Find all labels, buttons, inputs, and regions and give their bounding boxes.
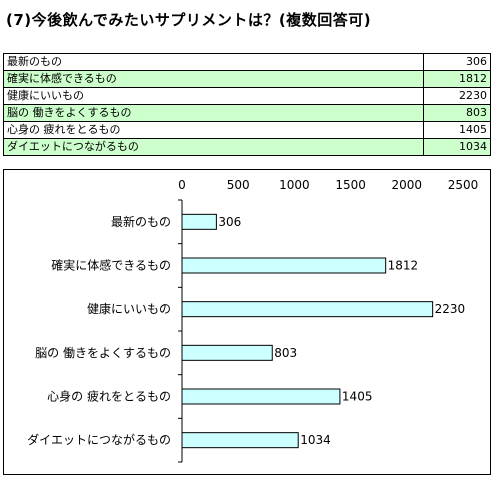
x-tick-label: 500 [227,178,250,192]
data-label: 1405 [342,390,373,404]
table-cell-value: 306 [423,53,491,71]
table-cell-label: 最新のもの [3,53,424,71]
table-row: 健康にいいもの 2230 [3,87,491,105]
table-cell-label: ダイエットにつながるもの [3,138,424,156]
table-cell-label: 脳の 働きをよくするもの [3,104,424,122]
data-table: 最新のもの 306 確実に体感できるもの 1812 健康にいいもの 2230 脳… [3,53,491,156]
table-cell-value: 2230 [423,87,491,105]
bar [181,432,299,449]
table-cell-value: 1812 [423,70,491,88]
category-label: 最新のもの [111,214,171,229]
table-row: ダイエットにつながるもの 1034 [3,138,491,156]
bar [181,301,434,318]
data-label: 803 [274,346,297,360]
x-tick-label: 1500 [335,178,366,192]
page-title: (7)今後飲んでみたいサプリメントは？(複数回答可) [6,11,372,29]
table-row: 脳の 働きをよくするもの 803 [3,104,491,122]
table-row: 最新のもの 306 [3,53,491,71]
bar [181,344,273,361]
category-label: 脳の 働きをよくするもの [35,346,171,360]
bar [181,213,217,230]
table-cell-value: 1034 [423,138,491,156]
table-cell-label: 確実に体感できるもの [3,70,424,88]
bar [181,257,387,274]
category-label: 心身の 疲れをとるもの [47,389,171,404]
data-label: 1034 [300,433,331,447]
table-cell-value: 803 [423,104,491,122]
category-label: ダイエットにつながるもの [27,432,171,447]
x-tick-label: 2000 [392,178,423,192]
category-label: 確実に体感できるもの [51,258,171,273]
bar-chart: 0 500 1000 1500 2000 2500 最新のもの 306 確実に体感できるもの 18… [27,178,479,463]
x-tick-label: 0 [178,178,186,192]
x-tick-label: 1000 [279,178,310,192]
data-label: 306 [218,215,241,229]
table-cell-label: 心身の 疲れをとるもの [3,121,424,139]
table-row: 心身の 疲れをとるもの 1405 [3,121,491,139]
table-row: 確実に体感できるもの 1812 [3,70,491,88]
table-cell-value: 1405 [423,121,491,139]
category-label: 健康にいいもの [87,301,171,316]
x-tick-label: 2500 [448,178,479,192]
chart-container: 0 500 1000 1500 2000 2500 最新のもの 306 確実に体感できるもの 18… [3,169,491,475]
table-cell-label: 健康にいいもの [3,87,424,105]
bar [181,388,341,405]
data-label: 2230 [435,302,466,316]
data-label: 1812 [388,259,419,273]
